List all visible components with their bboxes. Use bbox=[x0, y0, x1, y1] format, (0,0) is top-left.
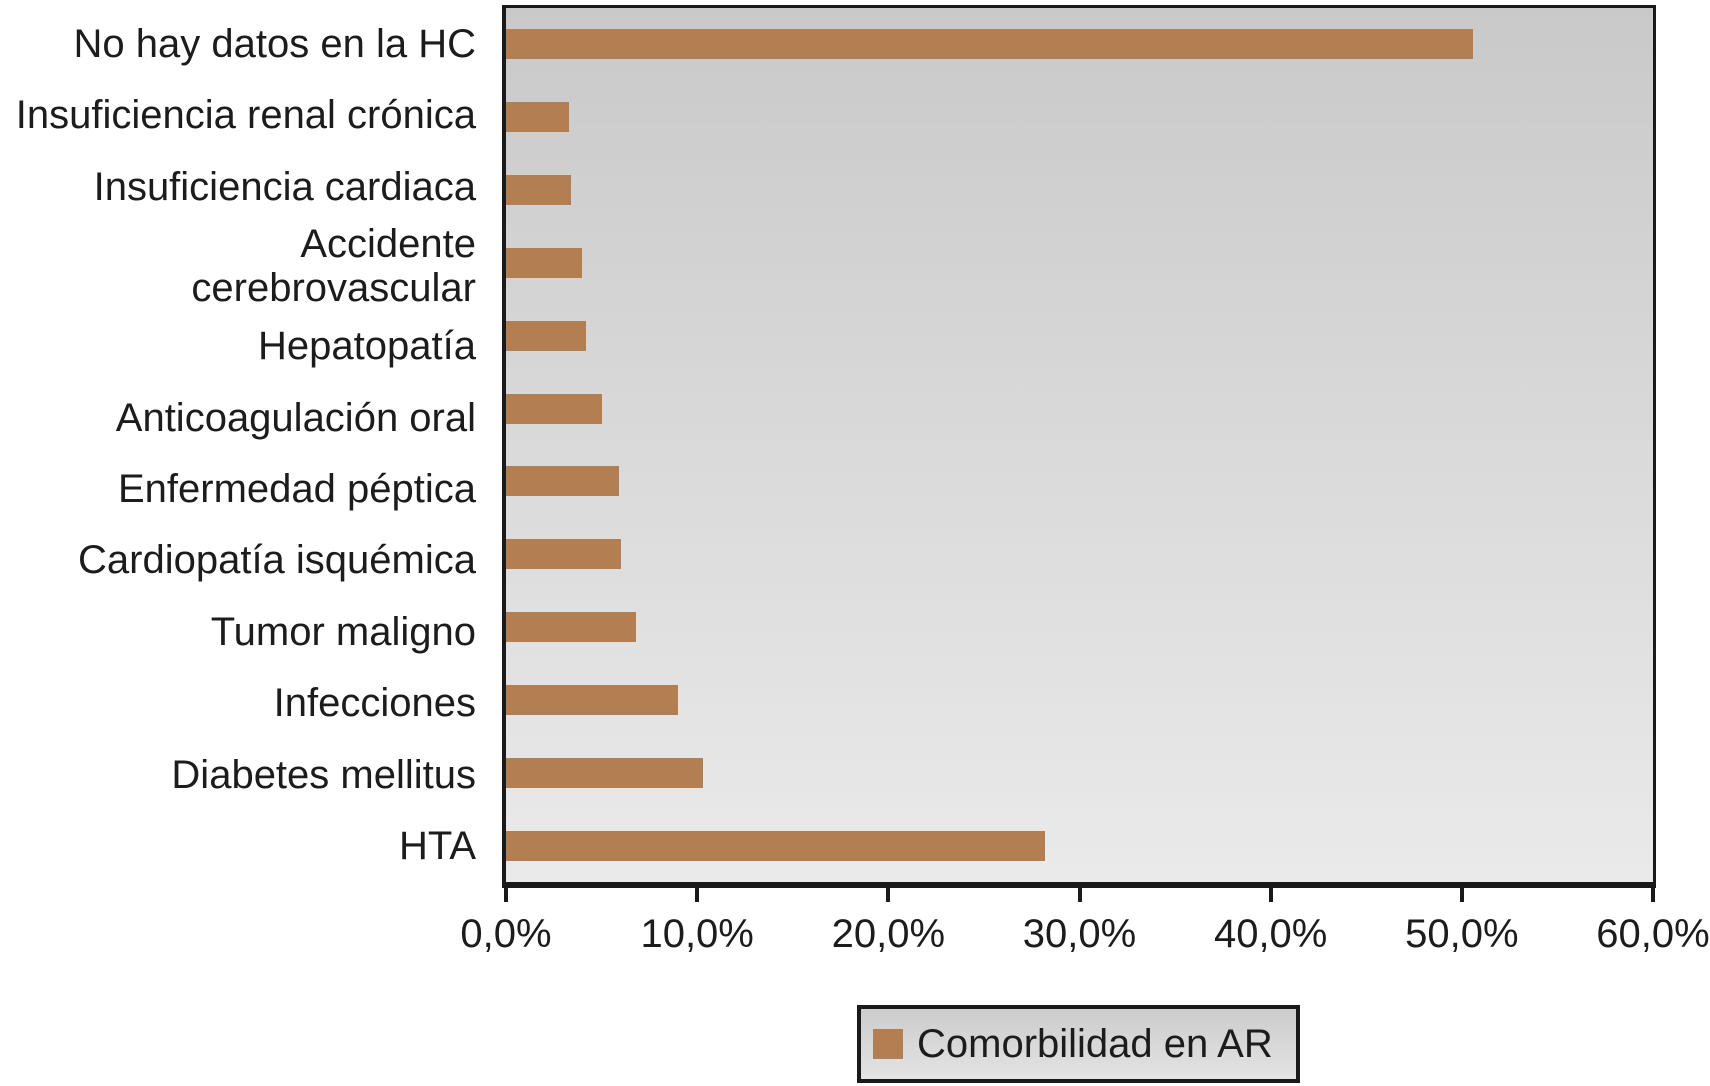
x-tick-mark bbox=[1077, 888, 1082, 902]
x-tick-label: 10,0% bbox=[640, 912, 754, 956]
category-label: Accidente cerebrovascular bbox=[191, 222, 476, 311]
bar bbox=[506, 247, 583, 278]
category-label: Tumor maligno bbox=[210, 609, 476, 654]
bar bbox=[506, 466, 619, 497]
bar-row bbox=[506, 8, 1653, 81]
bar-row bbox=[506, 518, 1653, 591]
category-label: Infecciones bbox=[273, 681, 476, 726]
x-tick-label: 40,0% bbox=[1213, 912, 1328, 956]
category-label: Cardiopatía isquémica bbox=[78, 538, 476, 583]
x-tick-label: 20,0% bbox=[831, 912, 946, 956]
bar bbox=[506, 393, 602, 424]
legend-label: Comorbilidad en AR bbox=[917, 1021, 1273, 1066]
category-label: No hay datos en la HC bbox=[73, 21, 476, 66]
bar-row bbox=[506, 736, 1653, 809]
bar bbox=[506, 320, 587, 351]
bar-row bbox=[506, 445, 1653, 518]
x-axis-labels: 0,0% 10,0% 20,0% 30,0% 40,0% 50,0% 60,0% bbox=[460, 912, 1709, 964]
category-label: Enfermedad péptica bbox=[117, 466, 476, 511]
bar-row bbox=[506, 154, 1653, 227]
bar bbox=[506, 757, 703, 788]
bar-row bbox=[506, 299, 1653, 372]
x-tick-label: 0,0% bbox=[460, 912, 552, 956]
x-axis-ticks bbox=[504, 888, 1655, 902]
x-tick-label: 50,0% bbox=[1405, 912, 1519, 956]
bar bbox=[506, 29, 1474, 60]
bar-row bbox=[506, 372, 1653, 445]
x-tick-mark bbox=[886, 888, 891, 902]
category-axis: No hay datos en la HC Insuficiencia renal… bbox=[0, 5, 502, 888]
x-tick-mark bbox=[1459, 888, 1464, 902]
x-tick-mark bbox=[695, 888, 700, 902]
bar-row bbox=[506, 809, 1653, 882]
bar-row bbox=[506, 226, 1653, 299]
x-tick-mark bbox=[1268, 888, 1273, 902]
bar-row bbox=[506, 663, 1653, 736]
x-tick-mark bbox=[1651, 888, 1655, 902]
bar bbox=[506, 612, 636, 643]
legend-swatch-icon bbox=[873, 1029, 903, 1059]
category-label: Anticoagulación oral bbox=[115, 395, 476, 440]
bar-row bbox=[506, 81, 1653, 154]
category-label: Insuficiencia cardiaca bbox=[93, 164, 476, 209]
bar bbox=[506, 684, 679, 715]
x-tick-mark bbox=[504, 888, 508, 902]
category-label: HTA bbox=[398, 824, 476, 869]
plot-area bbox=[502, 5, 1656, 888]
bar bbox=[506, 539, 621, 570]
x-tick-label: 60,0% bbox=[1596, 912, 1710, 956]
legend: Comorbilidad en AR bbox=[857, 1005, 1300, 1083]
x-tick-label: 30,0% bbox=[1022, 912, 1137, 956]
bar-row bbox=[506, 591, 1653, 664]
category-label: Insuficiencia renal crónica bbox=[15, 93, 476, 138]
bar bbox=[506, 175, 571, 206]
category-label: Diabetes mellitus bbox=[171, 752, 476, 797]
bar bbox=[506, 102, 570, 133]
category-label: Hepatopatía bbox=[258, 324, 476, 369]
bar bbox=[506, 830, 1046, 861]
